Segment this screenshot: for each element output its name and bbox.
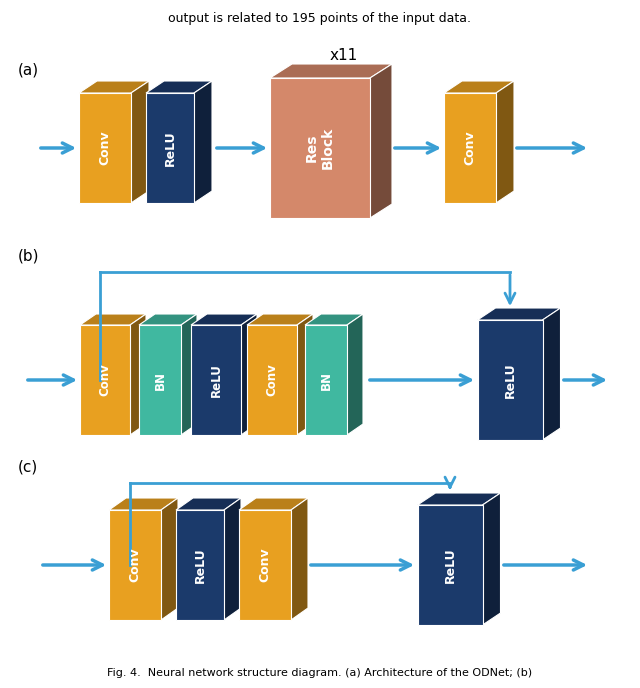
Polygon shape bbox=[291, 498, 308, 620]
Polygon shape bbox=[109, 498, 178, 510]
Text: ReLU: ReLU bbox=[163, 130, 177, 166]
Polygon shape bbox=[270, 78, 370, 218]
Polygon shape bbox=[109, 510, 161, 620]
Text: ReLU: ReLU bbox=[504, 362, 516, 398]
Text: ReLU: ReLU bbox=[209, 363, 223, 397]
Polygon shape bbox=[80, 314, 146, 325]
Text: (c): (c) bbox=[18, 460, 38, 475]
Polygon shape bbox=[370, 64, 392, 218]
Polygon shape bbox=[224, 498, 241, 620]
Polygon shape bbox=[270, 64, 392, 78]
Polygon shape bbox=[477, 308, 561, 320]
Polygon shape bbox=[496, 81, 514, 203]
Text: x11: x11 bbox=[330, 47, 358, 63]
Polygon shape bbox=[247, 314, 313, 325]
Polygon shape bbox=[130, 314, 146, 435]
Polygon shape bbox=[297, 314, 313, 435]
Polygon shape bbox=[241, 314, 257, 435]
Polygon shape bbox=[146, 81, 212, 93]
Polygon shape bbox=[444, 81, 514, 93]
Polygon shape bbox=[79, 81, 149, 93]
Text: (a): (a) bbox=[18, 62, 39, 77]
Polygon shape bbox=[181, 314, 197, 435]
Polygon shape bbox=[239, 510, 291, 620]
Polygon shape bbox=[305, 325, 347, 435]
Text: BN: BN bbox=[154, 371, 166, 389]
Polygon shape bbox=[176, 510, 224, 620]
Text: Conv: Conv bbox=[259, 548, 271, 582]
Text: Conv: Conv bbox=[266, 364, 278, 396]
Text: Res
Block: Res Block bbox=[305, 127, 335, 169]
Text: Conv: Conv bbox=[99, 364, 111, 396]
Polygon shape bbox=[194, 81, 212, 203]
Text: Conv: Conv bbox=[463, 131, 477, 165]
Polygon shape bbox=[139, 314, 197, 325]
Text: BN: BN bbox=[319, 371, 333, 389]
Polygon shape bbox=[543, 308, 561, 440]
Polygon shape bbox=[161, 498, 178, 620]
Text: ReLU: ReLU bbox=[193, 547, 207, 583]
Polygon shape bbox=[247, 325, 297, 435]
Polygon shape bbox=[305, 314, 363, 325]
Text: Conv: Conv bbox=[99, 131, 111, 165]
Polygon shape bbox=[444, 93, 496, 203]
Polygon shape bbox=[191, 314, 257, 325]
Polygon shape bbox=[477, 320, 543, 440]
Polygon shape bbox=[347, 314, 363, 435]
Polygon shape bbox=[176, 498, 241, 510]
Polygon shape bbox=[79, 93, 131, 203]
Text: output is related to 195 points of the input data.: output is related to 195 points of the i… bbox=[168, 12, 472, 25]
Polygon shape bbox=[146, 93, 194, 203]
Polygon shape bbox=[191, 325, 241, 435]
Polygon shape bbox=[239, 498, 308, 510]
Polygon shape bbox=[483, 493, 500, 625]
Text: ReLU: ReLU bbox=[444, 547, 456, 583]
Text: (b): (b) bbox=[18, 248, 40, 263]
Polygon shape bbox=[417, 505, 483, 625]
Text: Conv: Conv bbox=[129, 548, 141, 582]
Text: Fig. 4.  Neural network structure diagram. (a) Architecture of the ODNet; (b): Fig. 4. Neural network structure diagram… bbox=[108, 668, 532, 678]
Polygon shape bbox=[417, 493, 500, 505]
Polygon shape bbox=[139, 325, 181, 435]
Polygon shape bbox=[80, 325, 130, 435]
Polygon shape bbox=[131, 81, 149, 203]
